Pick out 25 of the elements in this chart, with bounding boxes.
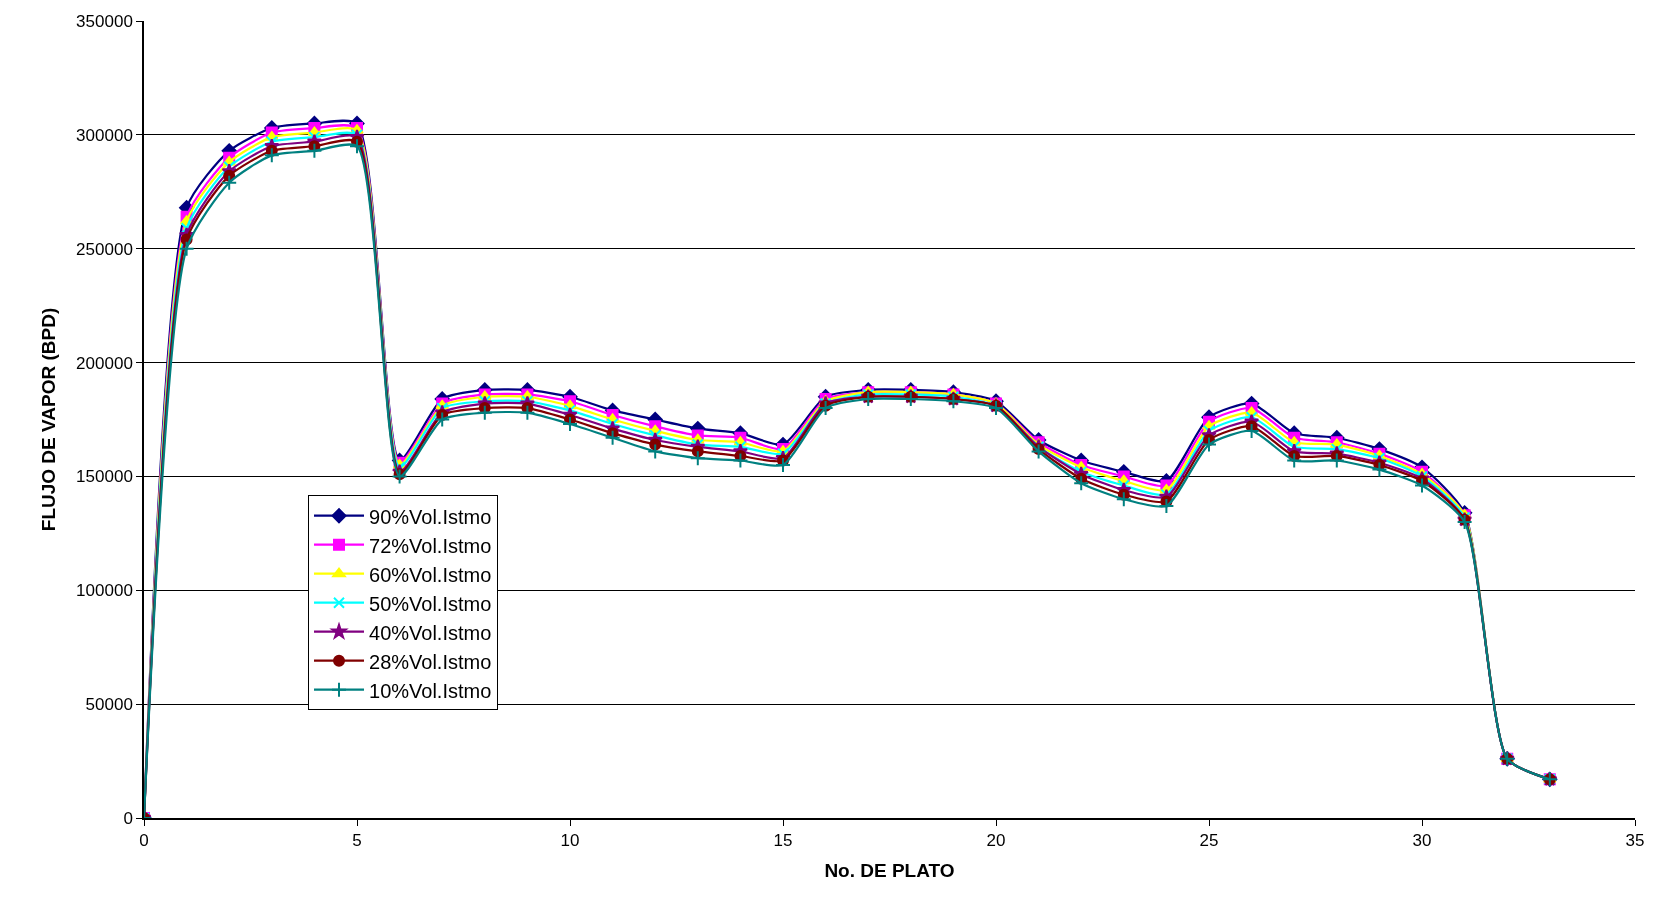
x-tick-label: 35 — [1625, 831, 1645, 851]
x-tick-label: 20 — [986, 831, 1006, 851]
x-tick-label: 25 — [1199, 831, 1219, 851]
legend-label: 40%Vol.Istmo — [369, 621, 492, 644]
legend-label: 10%Vol.Istmo — [369, 679, 492, 702]
y-axis-title: FLUJO DE VAPOR (BPD) — [38, 307, 60, 532]
x-tick-label: 30 — [1412, 831, 1432, 851]
x-axis-title: No. DE PLATO — [824, 860, 955, 882]
x-tick-label: 0 — [139, 831, 149, 851]
legend-label: 72%Vol.Istmo — [369, 534, 492, 557]
y-tick-label: 100000 — [76, 581, 133, 601]
y-tick-label: 200000 — [76, 353, 133, 373]
legend-label: 28%Vol.Istmo — [369, 650, 492, 673]
y-tick-label: 350000 — [76, 11, 133, 31]
y-tick-label: 0 — [123, 808, 133, 828]
legend-label: 90%Vol.Istmo — [369, 505, 492, 528]
x-tick-label: 10 — [560, 831, 580, 851]
y-tick-label: 300000 — [76, 125, 133, 145]
x-tick-label: 15 — [773, 831, 793, 851]
legend-label: 50%Vol.Istmo — [369, 592, 492, 615]
y-tick-label: 50000 — [85, 695, 133, 715]
y-tick-label: 150000 — [76, 467, 133, 487]
x-tick-label: 5 — [352, 831, 362, 851]
y-tick-label: 250000 — [76, 239, 133, 259]
legend-label: 60%Vol.Istmo — [369, 563, 492, 586]
